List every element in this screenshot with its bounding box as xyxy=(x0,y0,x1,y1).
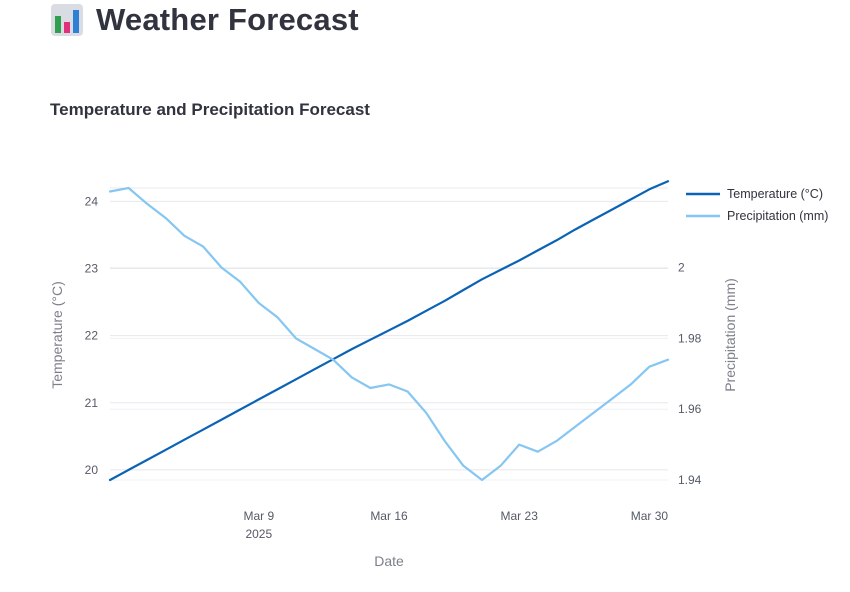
lines-layer xyxy=(108,180,670,482)
x-tick-label: Mar 16 xyxy=(370,509,408,523)
series-line-precipitation[interactable] xyxy=(108,186,670,482)
page-title: Weather Forecast xyxy=(96,2,359,37)
series-line-temperature[interactable] xyxy=(108,180,670,482)
x-tick-label: Mar 23 xyxy=(501,509,539,523)
y-tick-label: 22 xyxy=(85,329,99,343)
ticks-layer: 20 21 22 23 24 1.94 1.96 1.98 2 Mar 9 2025 Mar 16 Ma… xyxy=(85,194,702,541)
x-tick-label: Mar 9 xyxy=(243,509,274,523)
y-tick-label: 20 xyxy=(85,463,99,477)
y-tick-label: 23 xyxy=(85,262,99,276)
y2-tick-label: 1.96 xyxy=(678,402,702,416)
y2-axis-label: Precipitation (mm) xyxy=(722,278,738,392)
y-tick-label: 21 xyxy=(85,396,99,410)
y2-tick-label: 1.98 xyxy=(678,331,702,345)
legend-label-precipitation: Precipitation (mm) xyxy=(727,209,828,223)
app-header: Weather Forecast xyxy=(50,0,359,40)
y-tick-label: 24 xyxy=(85,194,99,208)
grid-layer xyxy=(110,187,668,481)
x-axis-label: Date xyxy=(374,553,404,569)
legend[interactable]: Temperature (°C) Precipitation (mm) xyxy=(686,187,828,223)
x-tick-label: Mar 30 xyxy=(631,509,669,523)
bar-chart-icon xyxy=(51,4,83,36)
y2-tick-label: 2 xyxy=(678,261,685,275)
x-tick-sublabel: 2025 xyxy=(245,527,272,541)
chart-title: Temperature and Precipitation Forecast xyxy=(50,100,370,119)
y-axis-label: Temperature (°C) xyxy=(49,281,65,389)
legend-label-temperature: Temperature (°C) xyxy=(727,187,823,201)
y2-tick-label: 1.94 xyxy=(678,473,702,487)
